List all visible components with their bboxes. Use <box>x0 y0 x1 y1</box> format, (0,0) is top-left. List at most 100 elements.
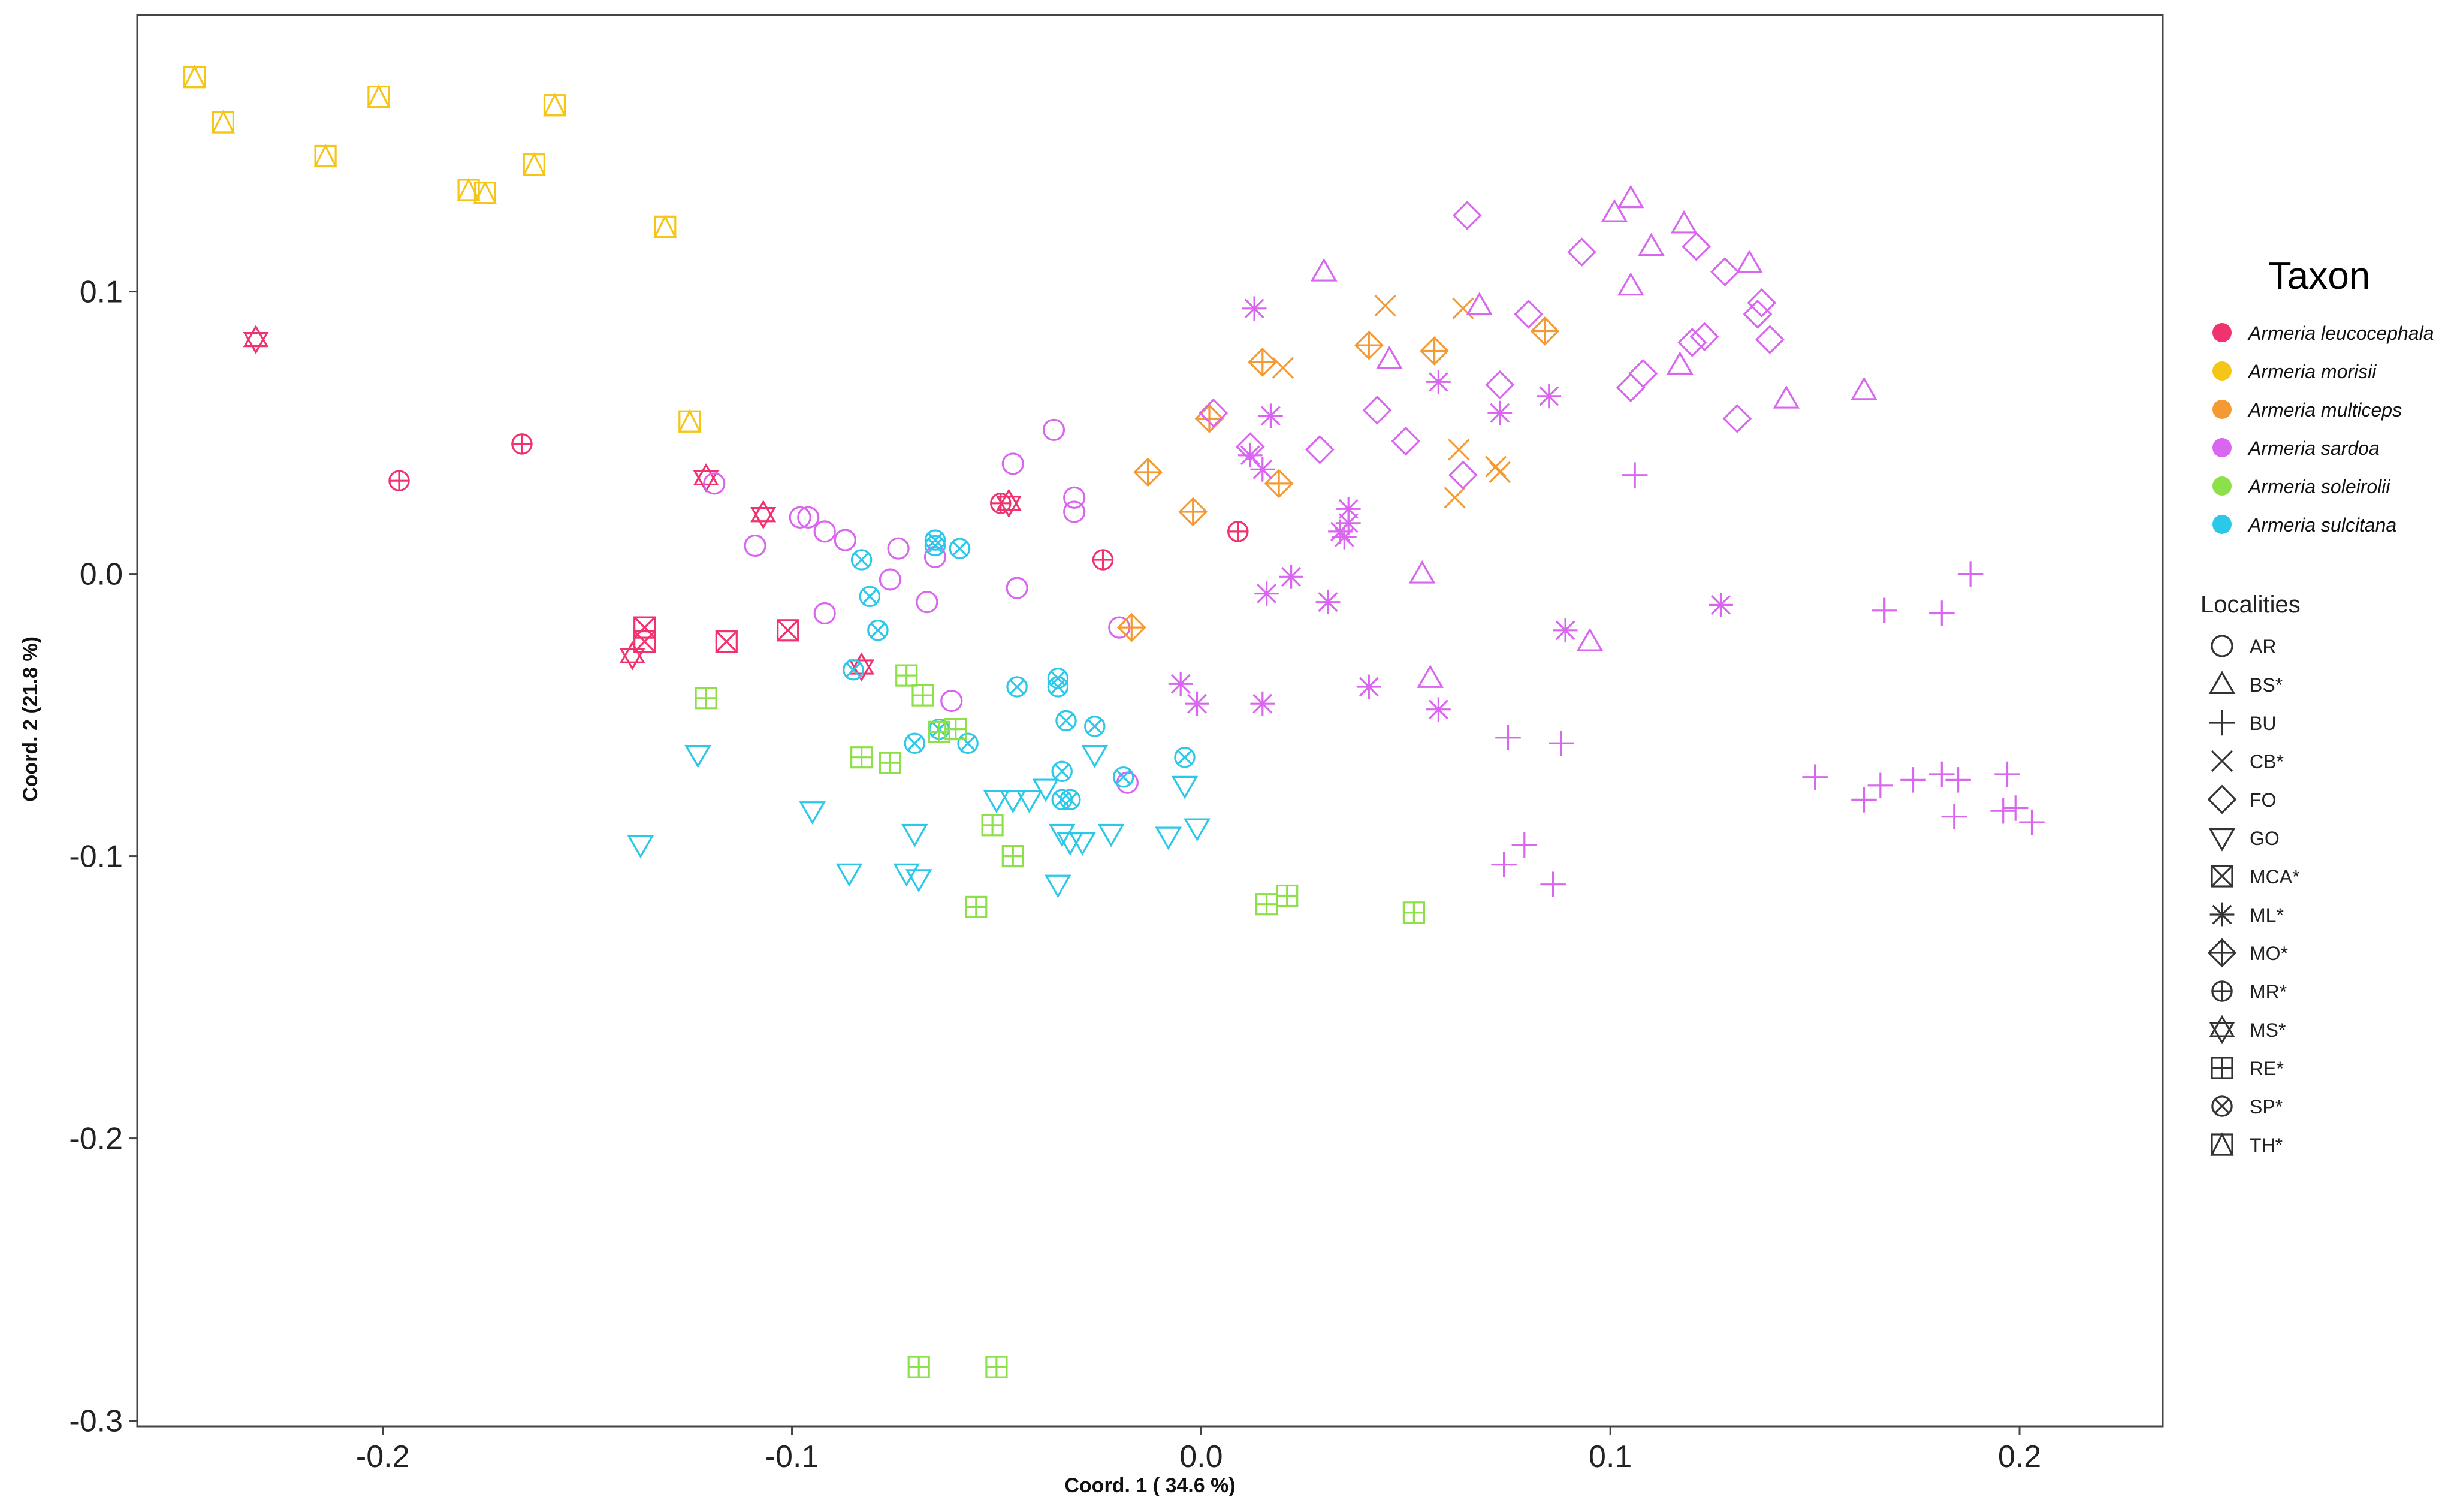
data-point <box>1332 524 1357 550</box>
data-point <box>1248 347 1278 377</box>
data-point <box>1174 746 1196 768</box>
data-point <box>1872 597 1897 624</box>
data-point <box>1444 487 1466 509</box>
data-point <box>1336 496 1361 521</box>
data-point <box>957 732 979 754</box>
data-point <box>457 177 481 201</box>
legend-locality-label: MS* <box>2250 1019 2286 1041</box>
data-point <box>1638 233 1665 256</box>
data-point <box>1006 577 1028 599</box>
data-point <box>750 500 777 530</box>
data-point <box>1242 296 1267 321</box>
data-point <box>211 110 235 134</box>
legend-locality-label: FO <box>2250 789 2276 811</box>
legend-taxon-label: Armeria morisii <box>2247 361 2377 382</box>
y-tick-label: -0.2 <box>69 1122 123 1157</box>
data-point <box>1530 316 1560 346</box>
y-axis-title: Coord. 2 (21.8 %) <box>19 636 42 802</box>
x-axis-title: Coord. 1 ( 34.6 %) <box>1064 1474 1235 1497</box>
data-point <box>1016 790 1043 814</box>
data-point <box>835 863 863 887</box>
data-point <box>813 520 836 543</box>
data-point <box>1576 627 1604 651</box>
data-point <box>1929 600 1955 626</box>
data-point <box>1485 370 1515 400</box>
taxon-legend-title: Taxon <box>2268 254 2371 297</box>
data-point <box>1537 384 1562 409</box>
data-point <box>1670 210 1698 234</box>
y-tick-label: -0.1 <box>69 840 123 874</box>
data-point <box>990 493 1012 514</box>
data-point <box>1048 823 1076 847</box>
data-point <box>1540 871 1566 897</box>
data-point <box>850 746 873 769</box>
data-point <box>1097 823 1125 847</box>
legend-taxon-label: Armeria multiceps <box>2247 399 2402 421</box>
data-point <box>985 1356 1008 1378</box>
data-point <box>907 1356 930 1378</box>
legend-symbol <box>2211 980 2233 1002</box>
legend-locality-label: GO <box>2250 828 2280 849</box>
legend-locality-label: RE* <box>2250 1058 2284 1079</box>
data-point <box>813 602 836 625</box>
data-point <box>1184 818 1211 842</box>
data-point <box>879 752 902 774</box>
data-point <box>887 537 910 560</box>
data-point <box>1001 844 1024 868</box>
data-point <box>1682 231 1711 261</box>
data-point <box>999 790 1027 814</box>
data-point <box>1677 328 1707 357</box>
legend-symbol <box>2211 750 2233 772</box>
data-point <box>965 895 988 919</box>
data-point <box>684 744 711 768</box>
data-point <box>1060 789 1081 811</box>
data-point <box>797 506 820 529</box>
y-tick-label: -0.3 <box>69 1404 123 1439</box>
legend-locality-label: MO* <box>2250 943 2288 964</box>
x-tick-label: -0.1 <box>765 1439 819 1474</box>
data-point <box>367 84 391 108</box>
data-point <box>695 687 717 710</box>
legend: Taxon Armeria leucocephala Armeria morisii… <box>2201 254 2434 1156</box>
data-point <box>1042 418 1065 442</box>
data-point <box>522 152 546 176</box>
legend-symbol <box>2210 1132 2234 1156</box>
legend-symbol <box>2211 1095 2233 1117</box>
data-point <box>924 535 946 557</box>
data-point <box>1514 299 1543 329</box>
data-point <box>1376 345 1403 369</box>
legend-symbol <box>2207 938 2237 968</box>
data-point <box>243 325 269 355</box>
data-point <box>1929 761 1955 787</box>
data-point <box>799 801 826 825</box>
data-point <box>511 433 533 455</box>
data-point <box>1628 358 1658 388</box>
data-point <box>693 463 719 493</box>
data-point <box>1747 288 1777 318</box>
data-point <box>1047 668 1069 689</box>
data-point <box>1945 767 1971 793</box>
data-point <box>1237 443 1263 468</box>
localities-legend-title: Localities <box>2201 591 2301 618</box>
data-point <box>1336 511 1361 536</box>
data-point <box>2002 795 2029 821</box>
data-point <box>1354 330 1384 360</box>
data-point <box>1374 294 1396 317</box>
data-point <box>183 65 207 89</box>
data-point <box>843 659 864 681</box>
legend-symbol <box>2209 1015 2235 1045</box>
data-point <box>1484 455 1507 478</box>
data-point <box>867 620 889 641</box>
data-point <box>1622 462 1648 488</box>
data-point <box>1199 398 1228 428</box>
data-point <box>1227 521 1249 542</box>
legend-symbol <box>2207 784 2237 814</box>
data-point <box>905 869 932 893</box>
data-point <box>1272 357 1294 379</box>
data-point <box>678 409 702 433</box>
data-point <box>1773 385 1800 409</box>
data-point <box>1466 292 1493 316</box>
data-point <box>1553 618 1578 643</box>
data-point <box>744 534 766 557</box>
data-point <box>1084 716 1106 737</box>
